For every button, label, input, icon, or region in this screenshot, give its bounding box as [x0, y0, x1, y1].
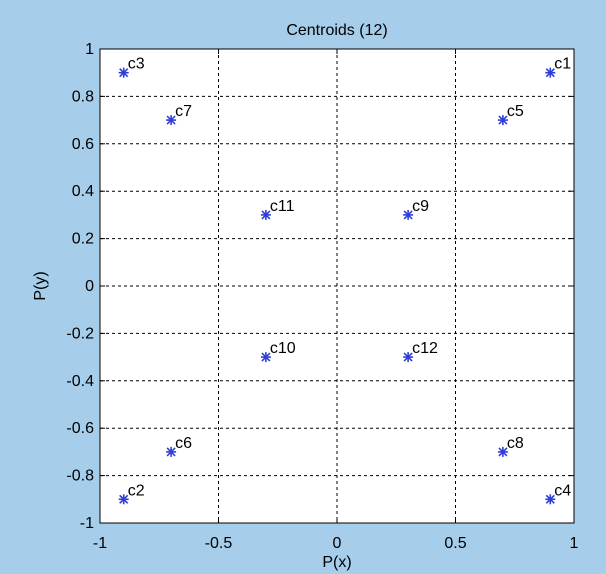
point-label: c6 [175, 435, 192, 452]
point-marker-stroke [498, 447, 508, 457]
x-tick-label: 1 [570, 535, 579, 552]
point-label: c11 [270, 198, 295, 215]
y-tick-labels: 1 0.8 0.6 0.4 0.2 0 -0.2 -0.4 -0.6 -0.8 -1 [66, 41, 94, 532]
point-label: c8 [507, 435, 524, 452]
point-marker [403, 352, 414, 363]
y-tick-label: 0.4 [72, 183, 94, 200]
point-marker-stroke [166, 447, 176, 457]
point-marker [166, 115, 177, 126]
y-tick-label: -0.6 [66, 420, 94, 437]
y-tick-label: 0.8 [72, 88, 94, 105]
point-marker-stroke [403, 210, 413, 220]
point-marker [260, 209, 271, 220]
point-marker [260, 352, 271, 363]
x-tick-label: -1 [93, 535, 107, 552]
point-marker-stroke [166, 115, 176, 125]
point-marker-stroke [119, 68, 129, 78]
point-marker [497, 446, 508, 457]
point-marker [545, 67, 556, 78]
point-label: c10 [270, 340, 296, 357]
y-tick-label: 0.6 [72, 136, 94, 153]
x-tick-label: -0.5 [205, 535, 233, 552]
x-axis-label: P(x) [322, 554, 351, 571]
y-tick-label: 0 [85, 278, 94, 295]
point-marker [118, 494, 129, 505]
point-label: c12 [412, 340, 438, 357]
point-marker-stroke [119, 494, 129, 504]
point-label: c4 [554, 482, 571, 499]
point-marker [118, 67, 129, 78]
point-marker-stroke [261, 210, 271, 220]
point-marker [545, 494, 556, 505]
point-label: c1 [554, 56, 571, 73]
point-label: c2 [128, 482, 145, 499]
x-tick-label: 0 [333, 535, 342, 552]
x-tick-labels: -1 -0.5 0 0.5 1 [93, 535, 579, 552]
point-marker [497, 115, 508, 126]
point-label: c5 [507, 103, 524, 120]
point-marker [403, 209, 414, 220]
point-marker-stroke [545, 494, 555, 504]
point-label: c3 [128, 56, 145, 73]
point-label: c7 [175, 103, 192, 120]
point-marker-stroke [545, 68, 555, 78]
grid-lines [100, 49, 574, 523]
y-tick-label: 0.2 [72, 231, 94, 248]
tick-marks [99, 48, 575, 524]
point-marker-stroke [498, 115, 508, 125]
point-marker-stroke [403, 352, 413, 362]
y-axis-label: P(y) [32, 271, 49, 300]
y-tick-label: 1 [85, 41, 94, 58]
point-label: c9 [412, 198, 429, 215]
y-tick-label: -1 [80, 515, 94, 532]
y-tick-label: -0.8 [66, 468, 94, 485]
x-tick-label: 0.5 [444, 535, 466, 552]
y-tick-label: -0.4 [66, 373, 94, 390]
point-marker [166, 446, 177, 457]
point-layer: c1 c2 c3 c4 c5 c6 c7 c8 c9 c10 c11 c12 [118, 56, 571, 505]
y-tick-label: -0.2 [66, 325, 94, 342]
point-marker-stroke [261, 352, 271, 362]
chart-title: Centroids (12) [286, 22, 387, 39]
